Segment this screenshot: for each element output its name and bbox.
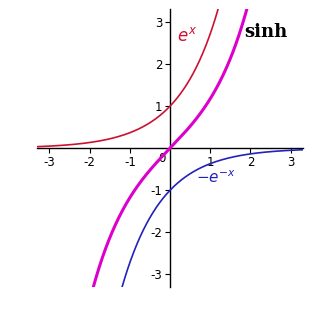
Text: $-e^{-x}$: $-e^{-x}$	[196, 169, 236, 186]
Text: $e^x$: $e^x$	[177, 27, 197, 45]
Text: sinh: sinh	[244, 23, 288, 41]
Text: 0: 0	[158, 152, 165, 164]
